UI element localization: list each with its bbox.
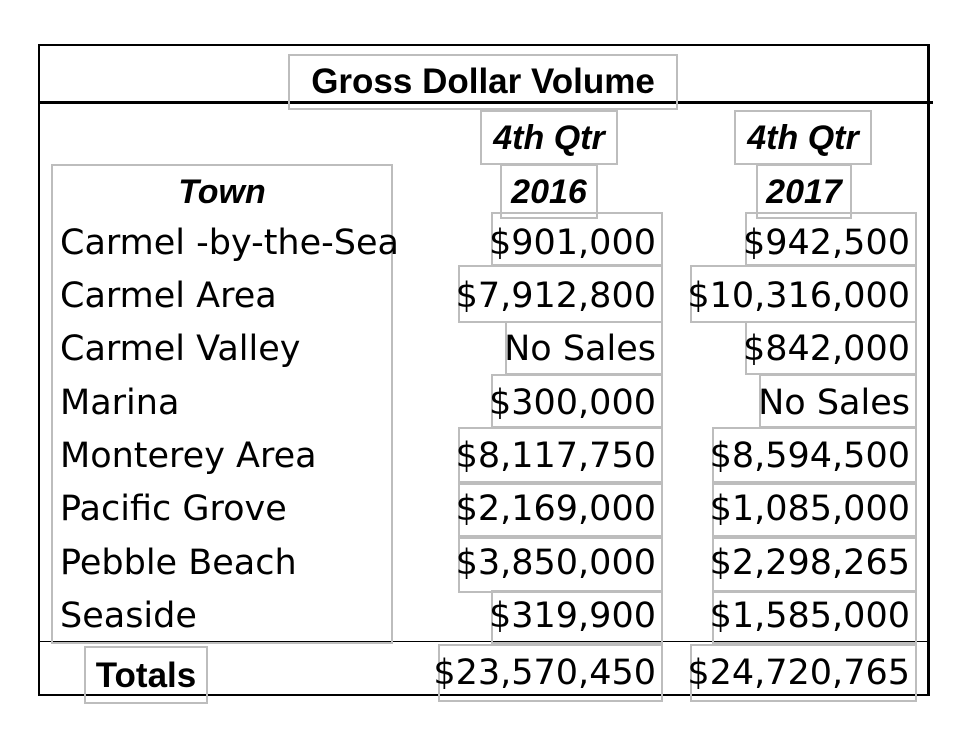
cell-2017: $942,500 (742, 223, 910, 263)
cell-2016: $901,000 (488, 223, 656, 263)
cell-2017: $842,000 (742, 329, 910, 369)
table-frame (38, 44, 930, 696)
town-header: Town (178, 173, 266, 211)
cell-2016: $319,900 (488, 596, 656, 636)
col1-header-year: 2016 (500, 164, 598, 219)
cell-box (712, 481, 917, 539)
cell-box (712, 535, 917, 593)
cell-2016: No Sales (504, 329, 656, 369)
town-name: Marina (60, 383, 180, 423)
col2-header-year: 2017 (756, 164, 852, 219)
cell-box (458, 427, 663, 485)
town-name: Pacific Grove (60, 489, 287, 529)
title-divider (38, 101, 933, 104)
town-name: Pebble Beach (60, 543, 297, 583)
cell-2016: $2,169,000 (455, 489, 656, 529)
cell-box (458, 535, 663, 593)
town-name: Seaside (60, 596, 197, 636)
total-2017: $24,720,765 (687, 653, 910, 693)
cell-2016: $3,850,000 (455, 543, 656, 583)
cell-2016: $300,000 (488, 383, 656, 423)
table-title: Gross Dollar Volume (288, 54, 678, 110)
cell-box (690, 644, 917, 702)
col2-header-quarter: 4th Qtr (734, 110, 872, 165)
cell-2017: $2,298,265 (709, 543, 910, 583)
town-column-box (51, 164, 393, 644)
town-name: Carmel Area (60, 276, 277, 316)
town-name: Monterey Area (60, 436, 317, 476)
cell-2016: $7,912,800 (455, 276, 656, 316)
totals-divider (38, 641, 930, 642)
town-name: Carmel -by-the-Sea (60, 223, 399, 263)
cell-2017: $10,316,000 (687, 276, 910, 316)
totals-label: Totals (84, 646, 208, 704)
cell-2017: No Sales (758, 383, 910, 423)
col1-header-quarter: 4th Qtr (480, 110, 618, 165)
cell-box (491, 590, 663, 644)
total-2016: $23,570,450 (433, 653, 656, 693)
town-name: Carmel Valley (60, 329, 301, 369)
cell-box (712, 590, 917, 644)
cell-box (458, 481, 663, 539)
cell-box (712, 427, 917, 485)
cell-2017: $8,594,500 (709, 436, 910, 476)
cell-box (438, 644, 663, 702)
cell-2016: $8,117,750 (455, 436, 656, 476)
cell-2017: $1,085,000 (709, 489, 910, 529)
cell-2017: $1,585,000 (709, 596, 910, 636)
